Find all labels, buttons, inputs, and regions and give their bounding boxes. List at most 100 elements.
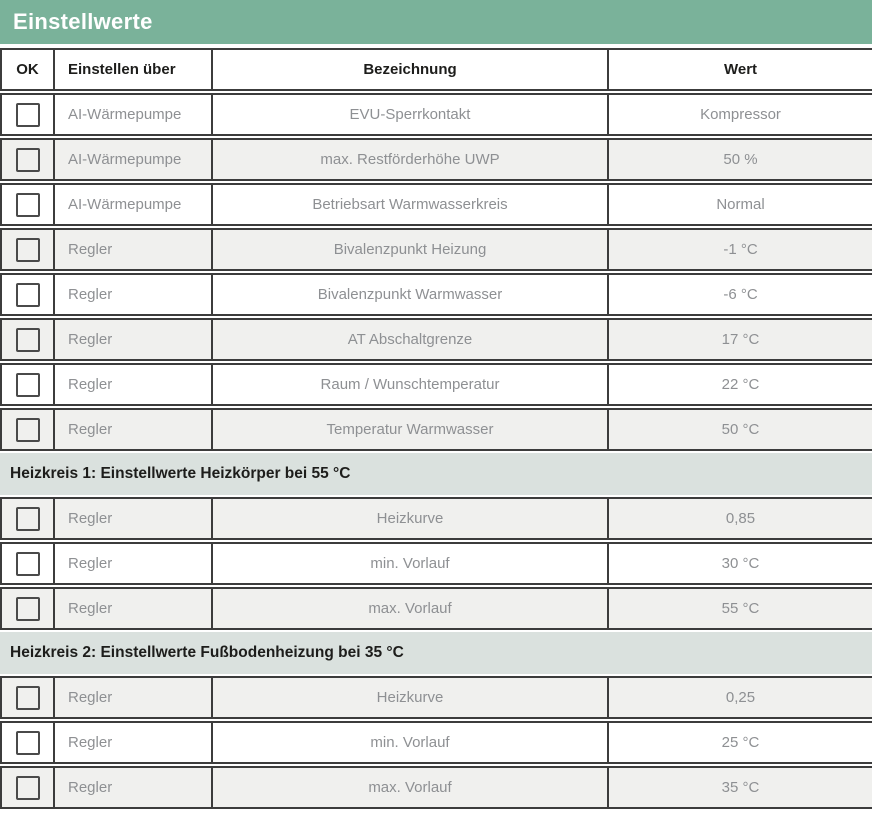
wert-value: 0,85 — [725, 510, 756, 527]
bezeichnung-value: Betriebsart Warmwasserkreis — [312, 196, 508, 213]
ok-cell — [2, 365, 53, 404]
title-bar: Einstellwerte — [0, 0, 872, 44]
wert-cell: Normal — [607, 185, 872, 224]
einstellen-ueber-value: Regler — [68, 555, 113, 572]
table-row: AI-Wärmepumpe max. Restförderhöhe UWP 50… — [0, 138, 872, 181]
ok-cell — [2, 544, 53, 583]
wert-cell: -1 °C — [607, 230, 872, 269]
einstellen-ueber-value: AI-Wärmepumpe — [68, 196, 182, 213]
column-header-ok-label: OK — [16, 61, 39, 78]
einstellen-ueber-value: AI-Wärmepumpe — [68, 106, 182, 123]
einstellen-ueber-cell: Regler — [53, 768, 211, 807]
ok-checkbox[interactable] — [15, 147, 40, 172]
wert-cell: 30 °C — [607, 544, 872, 583]
ok-checkbox[interactable] — [15, 506, 40, 531]
wert-cell: 50 % — [607, 140, 872, 179]
ok-checkbox[interactable] — [15, 551, 40, 576]
wert-value: 55 °C — [721, 600, 760, 617]
bezeichnung-cell: Temperatur Warmwasser — [211, 410, 607, 449]
wert-value: -6 °C — [723, 286, 758, 303]
einstellen-ueber-value: Regler — [68, 510, 113, 527]
ok-checkbox[interactable] — [15, 730, 40, 755]
table-row: Regler min. Vorlauf 30 °C — [0, 542, 872, 585]
ok-checkbox[interactable] — [15, 685, 40, 710]
einstellen-ueber-value: Regler — [68, 241, 113, 258]
ok-checkbox[interactable] — [15, 282, 40, 307]
wert-value: 17 °C — [721, 331, 760, 348]
table-row: Regler AT Abschaltgrenze 17 °C — [0, 318, 872, 361]
ok-cell — [2, 95, 53, 134]
einstellen-ueber-cell: Regler — [53, 544, 211, 583]
bezeichnung-cell: Heizkurve — [211, 499, 607, 538]
table-row: Regler Bivalenzpunkt Heizung -1 °C — [0, 228, 872, 271]
wert-value: 25 °C — [721, 734, 760, 751]
column-header-bezeichnung-label: Bezeichnung — [363, 61, 457, 78]
ok-checkbox[interactable] — [15, 417, 40, 442]
ok-cell — [2, 678, 53, 717]
wert-cell: 35 °C — [607, 768, 872, 807]
table-row: Regler Heizkurve 0,85 — [0, 497, 872, 540]
ok-checkbox[interactable] — [15, 775, 40, 800]
page-title: Einstellwerte — [13, 9, 153, 34]
wert-cell: 50 °C — [607, 410, 872, 449]
table-row: Regler max. Vorlauf 55 °C — [0, 587, 872, 630]
table-row: Regler Bivalenzpunkt Warmwasser -6 °C — [0, 273, 872, 316]
section-header-label: Heizkreis 1: Einstellwerte Heizkörper be… — [10, 465, 351, 482]
bezeichnung-value: max. Restförderhöhe UWP — [320, 151, 500, 168]
column-header-einstellen-ueber: Einstellen über — [53, 50, 211, 89]
wert-value: 35 °C — [721, 779, 760, 796]
ok-checkbox[interactable] — [15, 237, 40, 262]
bezeichnung-value: Raum / Wunschtemperatur — [320, 376, 500, 393]
ok-checkbox[interactable] — [15, 102, 40, 127]
wert-value: 30 °C — [721, 555, 760, 572]
einstellen-ueber-cell: AI-Wärmepumpe — [53, 185, 211, 224]
table-row: Regler Temperatur Warmwasser 50 °C — [0, 408, 872, 451]
ok-cell — [2, 185, 53, 224]
einstellen-ueber-cell: Regler — [53, 723, 211, 762]
section-header-label: Heizkreis 2: Einstellwerte Fußbodenheizu… — [10, 644, 404, 661]
wert-cell: 0,85 — [607, 499, 872, 538]
einstellen-ueber-cell: Regler — [53, 275, 211, 314]
einstellen-ueber-value: Regler — [68, 600, 113, 617]
bezeichnung-cell: min. Vorlauf — [211, 544, 607, 583]
bezeichnung-value: min. Vorlauf — [370, 555, 450, 572]
ok-checkbox[interactable] — [15, 327, 40, 352]
ok-cell — [2, 723, 53, 762]
einstellen-ueber-cell: Regler — [53, 678, 211, 717]
bezeichnung-cell: AT Abschaltgrenze — [211, 320, 607, 359]
ok-cell — [2, 499, 53, 538]
section-header: Heizkreis 1: Einstellwerte Heizkörper be… — [0, 453, 872, 495]
wert-cell: 17 °C — [607, 320, 872, 359]
wert-value: Kompressor — [700, 106, 781, 123]
section-header: Heizkreis 2: Einstellwerte Fußbodenheizu… — [0, 632, 872, 674]
table-row: Regler Raum / Wunschtemperatur 22 °C — [0, 363, 872, 406]
einstellen-ueber-value: Regler — [68, 376, 113, 393]
table-row: Regler min. Vorlauf 25 °C — [0, 721, 872, 764]
einstellen-ueber-cell: Regler — [53, 499, 211, 538]
bezeichnung-value: AT Abschaltgrenze — [347, 331, 473, 348]
ok-checkbox[interactable] — [15, 596, 40, 621]
settings-table: OK Einstellen über Bezeichnung Wert AI-W… — [0, 48, 872, 809]
bezeichnung-value: EVU-Sperrkontakt — [349, 106, 471, 123]
wert-cell: 55 °C — [607, 589, 872, 628]
wert-value: 0,25 — [725, 689, 756, 706]
wert-cell: 25 °C — [607, 723, 872, 762]
table-row: AI-Wärmepumpe Betriebsart Warmwasserkrei… — [0, 183, 872, 226]
bezeichnung-value: Bivalenzpunkt Warmwasser — [317, 286, 503, 303]
einstellen-ueber-cell: AI-Wärmepumpe — [53, 140, 211, 179]
ok-cell — [2, 410, 53, 449]
wert-value: 50 °C — [721, 421, 760, 438]
ok-checkbox[interactable] — [15, 372, 40, 397]
bezeichnung-cell: min. Vorlauf — [211, 723, 607, 762]
table-header-row: OK Einstellen über Bezeichnung Wert — [0, 48, 872, 91]
wert-cell: -6 °C — [607, 275, 872, 314]
ok-checkbox[interactable] — [15, 192, 40, 217]
wert-cell: 0,25 — [607, 678, 872, 717]
bezeichnung-cell: Bivalenzpunkt Heizung — [211, 230, 607, 269]
einstellen-ueber-cell: Regler — [53, 230, 211, 269]
wert-value: Normal — [716, 196, 765, 213]
column-header-einstellen-ueber-label: Einstellen über — [68, 61, 176, 78]
einstellen-ueber-cell: Regler — [53, 365, 211, 404]
wert-cell: 22 °C — [607, 365, 872, 404]
table-row: Regler max. Vorlauf 35 °C — [0, 766, 872, 809]
